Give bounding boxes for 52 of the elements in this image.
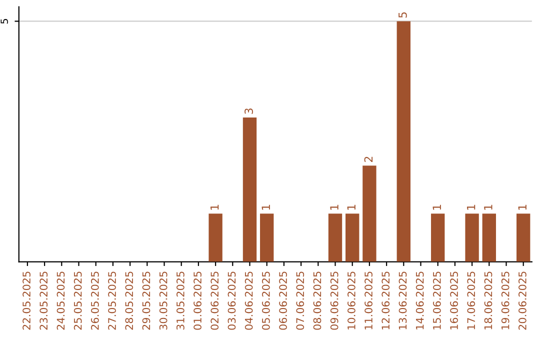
- x-tick-label: 14.06.2025: [416, 272, 424, 330]
- bar: [208, 214, 222, 262]
- x-tick-label: 08.06.2025: [313, 272, 322, 330]
- data-label: 1: [210, 204, 219, 210]
- x-tick-label: 28.05.2025: [125, 272, 134, 330]
- bar: [465, 214, 479, 262]
- x-tick-label: 15.06.2025: [432, 272, 441, 330]
- x-tick-label: 20.06.2025: [518, 272, 526, 330]
- x-tick-label: 09.06.2025: [330, 272, 338, 330]
- bar: [482, 214, 496, 262]
- x-tick-label: 19.06.2025: [501, 272, 510, 330]
- bar: [346, 214, 360, 262]
- bar: [260, 214, 274, 262]
- x-tick-label: 01.06.2025: [194, 272, 202, 330]
- data-label: 1: [518, 204, 526, 210]
- bar: [242, 117, 257, 262]
- x-tick-label: 06.06.2025: [279, 272, 287, 330]
- x-tick-label: 17.06.2025: [467, 272, 476, 330]
- bar: [396, 21, 410, 262]
- x-tick-label: 12.06.2025: [382, 272, 390, 330]
- x-tick-label: 03.06.2025: [228, 272, 236, 330]
- bar: [516, 214, 530, 262]
- x-tick-label: 27.05.2025: [108, 272, 116, 330]
- x-tick-label: 16.06.2025: [450, 272, 458, 330]
- x-tick-label: 25.05.2025: [74, 272, 82, 330]
- data-label: 3: [244, 108, 253, 114]
- bar: [362, 166, 376, 262]
- x-tick-label: 10.06.2025: [347, 272, 356, 330]
- bar: [431, 214, 445, 262]
- x-tick-label: 29.05.2025: [142, 272, 150, 330]
- x-tick-label: 26.05.2025: [90, 272, 99, 330]
- x-tick-label: 31.05.2025: [176, 272, 184, 330]
- x-tick-label: 13.06.2025: [398, 272, 407, 330]
- data-label: 1: [330, 204, 338, 210]
- x-tick-label: 11.06.2025: [364, 272, 372, 330]
- data-label: 5: [398, 12, 407, 18]
- x-tick-label: 18.06.2025: [484, 272, 492, 330]
- data-label: 1: [467, 204, 476, 210]
- x-tick-label: 30.05.2025: [159, 272, 168, 330]
- data-label: 1: [262, 204, 270, 210]
- data-label: 2: [364, 156, 373, 162]
- x-tick-label: 07.06.2025: [296, 272, 304, 330]
- x-tick-label: 22.05.2025: [22, 272, 30, 330]
- data-label: 1: [347, 204, 356, 210]
- data-label: 1: [432, 204, 441, 210]
- data-label: 1: [484, 204, 492, 210]
- x-tick-label: 04.06.2025: [244, 272, 253, 330]
- x-tick-label: 23.05.2025: [40, 272, 48, 330]
- x-tick-label: 05.06.2025: [262, 272, 270, 330]
- x-tick-label: 02.06.2025: [210, 272, 219, 330]
- bar: [328, 214, 342, 262]
- x-tick-label: 24.05.2025: [56, 272, 65, 330]
